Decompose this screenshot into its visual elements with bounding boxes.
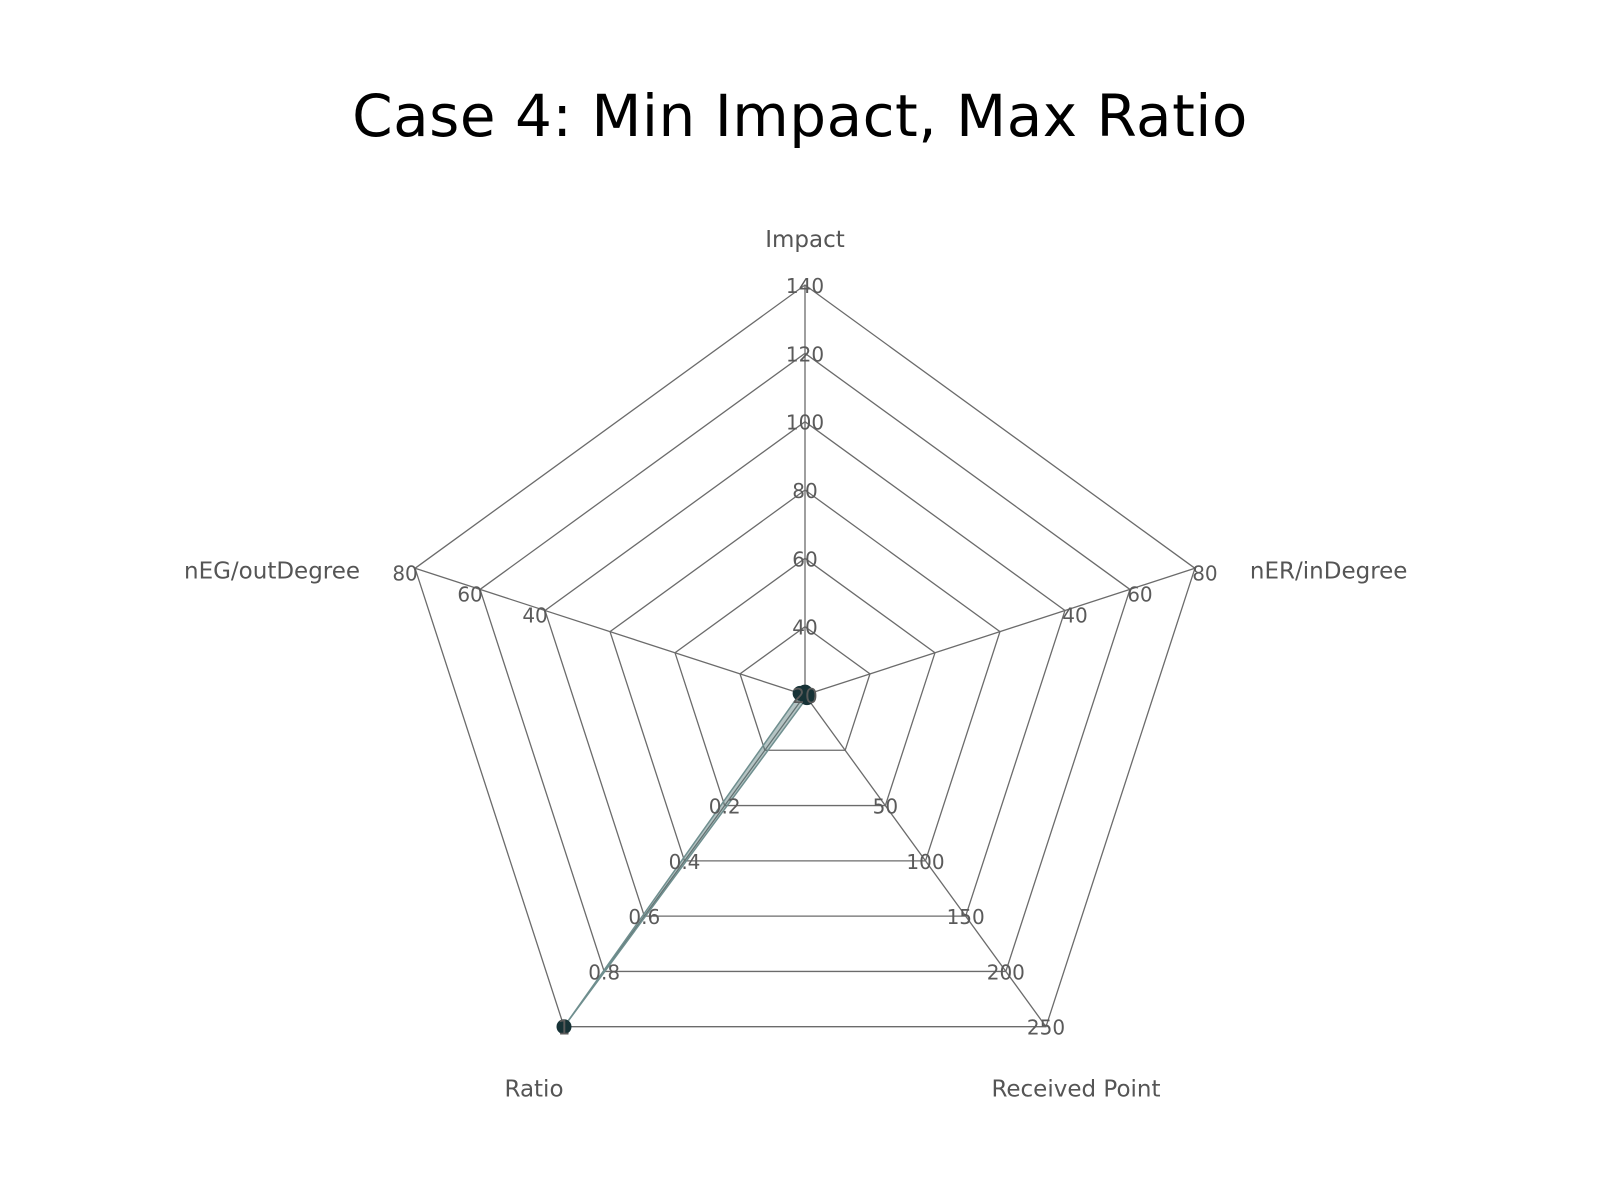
grid-ring-1 <box>739 625 871 751</box>
axis-label-1: nER/inDegree <box>1250 558 1408 584</box>
tick-label-axis1-0: 40 <box>1062 604 1087 628</box>
tick-label-axis4-1: 60 <box>457 582 482 606</box>
tick-label-axis0-6: 140 <box>786 274 824 298</box>
tick-label-axis1-2: 80 <box>1192 561 1217 585</box>
tick-label-axis2-4: 250 <box>1027 1016 1065 1040</box>
tick-label-axis2-3: 200 <box>987 960 1025 984</box>
tick-label-axis3-2: 0.6 <box>628 905 660 929</box>
tick-label-axis4-0: 40 <box>522 604 547 628</box>
tick-label-axis0-0: 20 <box>792 684 817 708</box>
tick-label-axis2-2: 150 <box>947 905 985 929</box>
data-point-0-4[interactable] <box>792 685 808 701</box>
axis-label-2: Received Point <box>991 1077 1160 1103</box>
tick-label-axis0-3: 80 <box>792 479 817 503</box>
spoke-4 <box>414 567 806 696</box>
tick-label-axis2-1: 100 <box>906 850 944 874</box>
spoke-2 <box>804 694 1047 1028</box>
tick-label-axis0-5: 120 <box>786 342 824 366</box>
grid-ring-5 <box>479 352 1131 973</box>
tick-label-axis3-1: 0.4 <box>669 850 701 874</box>
grid-ring-3 <box>609 489 1001 862</box>
radar-axis-labels: Impact nER/inDegree Received Point Ratio nEG… <box>184 227 1407 1103</box>
axis-label-3: Ratio <box>504 1077 563 1103</box>
tick-label-axis3-0: 0.2 <box>709 795 741 819</box>
grid-ring-2 <box>674 557 936 807</box>
tick-label-axis3-3: 0.8 <box>588 960 620 984</box>
axis-label-4: nEG/outDegree <box>184 558 360 584</box>
tick-label-axis0-1: 40 <box>792 616 817 640</box>
data-point-0-3[interactable] <box>556 1019 572 1035</box>
tick-label-axis3-4: 1 <box>558 1016 571 1040</box>
grid-ring-6 <box>414 284 1196 1028</box>
spoke-1 <box>804 567 1196 696</box>
radar-grid <box>414 284 1196 1028</box>
tick-label-axis2-0: 50 <box>873 795 898 819</box>
tick-label-axis0-2: 60 <box>792 547 817 571</box>
axis-label-0: Impact <box>765 227 845 253</box>
tick-label-axis1-1: 60 <box>1127 582 1152 606</box>
tick-label-axis4-2: 80 <box>392 561 417 585</box>
radar-tick-labels: 20406080100120140406080501001502002500.2… <box>392 274 1217 1040</box>
chart-title: Case 4: Min Impact, Max Ratio <box>352 82 1248 150</box>
grid-ring-4 <box>544 420 1066 917</box>
tick-label-axis0-4: 100 <box>786 411 824 435</box>
radar-series <box>556 684 815 1035</box>
